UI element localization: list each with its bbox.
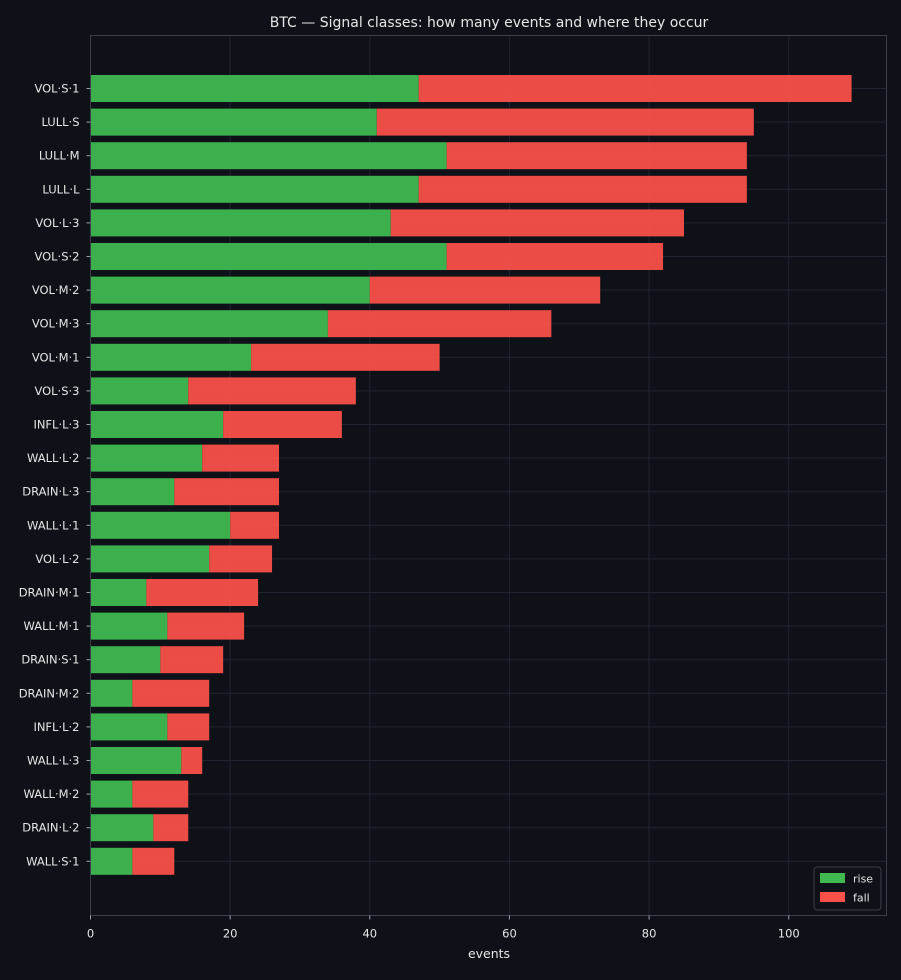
y-tick-label: DRAIN·L·2 <box>22 821 79 835</box>
y-tick-label: VOL·M·1 <box>32 350 80 364</box>
bar-fall <box>188 377 356 405</box>
bars <box>90 75 852 875</box>
bar-rise <box>90 713 168 741</box>
axes-frame <box>90 35 887 916</box>
bar-rise <box>90 646 161 674</box>
y-tick-label: WALL·L·1 <box>27 518 79 532</box>
y-tick-label: LULL·M <box>39 149 80 163</box>
bar-fall <box>202 444 280 472</box>
legend-label-fall: fall <box>853 892 870 905</box>
bar-rise <box>90 579 147 606</box>
bar-fall <box>376 108 754 136</box>
legend-swatch-fall <box>820 892 845 902</box>
bar-rise <box>90 411 224 438</box>
legend: rise fall <box>813 866 882 911</box>
y-tick-label: INFL·L·3 <box>33 418 79 432</box>
x-tick-label: 0 <box>87 927 94 941</box>
y-tick-label: VOL·M·3 <box>32 317 80 331</box>
x-axis-label: events <box>468 946 510 961</box>
bar-rise <box>90 75 419 102</box>
bar-rise <box>90 377 189 405</box>
bar-fall <box>146 579 259 606</box>
legend-swatch-rise <box>820 873 845 883</box>
x-tick-label: 40 <box>362 927 377 941</box>
y-tick-label: DRAIN·L·3 <box>22 485 79 499</box>
y-tick-label: DRAIN·M·1 <box>19 586 80 600</box>
bar-fall <box>223 411 342 438</box>
y-tick-label: VOL·S·1 <box>34 82 79 96</box>
bar-fall <box>251 343 440 371</box>
bar-rise <box>90 511 231 539</box>
bar-rise <box>90 276 370 304</box>
bar-fall <box>369 276 601 304</box>
bar-rise <box>90 343 252 371</box>
y-tick-labels: VOL·S·1 LULL·S LULL·M LULL·L VOL·L·3 VOL·S·2 V… <box>19 82 91 868</box>
x-tick-label: 100 <box>778 927 800 941</box>
bar-fall <box>418 75 852 102</box>
bar-rise <box>90 612 168 640</box>
x-tick-labels: 0 20 40 60 80 100 <box>87 915 800 941</box>
legend-label-rise: rise <box>853 873 873 886</box>
y-tick-label: VOL·L·2 <box>35 552 79 566</box>
bar-rise <box>90 847 133 875</box>
bar-rise <box>90 209 391 237</box>
x-tick-label: 80 <box>642 927 657 941</box>
y-tick-label: VOL·S·2 <box>34 250 79 264</box>
y-tick-label: WALL·L·3 <box>27 754 79 768</box>
y-tick-label: LULL·L <box>42 182 80 196</box>
bar-rise <box>90 814 154 842</box>
bar-fall <box>132 679 210 707</box>
bar-fall <box>327 310 552 338</box>
bar-rise <box>90 747 182 774</box>
bar-rise <box>90 679 133 707</box>
y-tick-label: VOL·S·3 <box>34 384 79 398</box>
bar-fall <box>446 142 747 170</box>
bar-fall <box>181 747 203 774</box>
bar-rise <box>90 478 175 506</box>
y-tick-label: WALL·M·2 <box>24 787 80 801</box>
y-tick-label: INFL·L·2 <box>33 720 79 734</box>
bar-fall <box>167 612 245 640</box>
bar-rise <box>90 780 133 808</box>
bar-fall <box>390 209 685 237</box>
bar-rise <box>90 444 203 472</box>
y-tick-label: WALL·M·1 <box>24 619 80 633</box>
y-tick-label: VOL·M·2 <box>32 283 80 297</box>
y-tick-label: WALL·S·1 <box>26 854 79 868</box>
bar-rise <box>90 175 419 203</box>
chart-title: BTC — Signal classes: how many events an… <box>270 15 709 31</box>
bar-fall <box>446 243 664 270</box>
bar-fall <box>160 646 224 674</box>
bar-fall <box>167 713 210 741</box>
bar-rise <box>90 108 377 136</box>
bar-fall <box>132 847 175 875</box>
bar-rise <box>90 545 210 573</box>
bar-rise <box>90 243 447 270</box>
bar-fall <box>132 780 189 808</box>
y-tick-label: DRAIN·M·2 <box>19 686 80 700</box>
x-tick-label: 60 <box>502 927 517 941</box>
bar-fall <box>418 175 747 203</box>
y-tick-label: DRAIN·S·1 <box>21 653 79 667</box>
bar-fall <box>174 478 280 506</box>
y-tick-label: WALL·L·2 <box>27 451 79 465</box>
y-tick-label: LULL·S <box>41 115 79 129</box>
bar-fall <box>153 814 189 842</box>
bar-rise <box>90 142 447 170</box>
bar-rise <box>90 310 328 338</box>
bar-fall <box>209 545 273 573</box>
x-tick-label: 20 <box>223 927 238 941</box>
y-tick-label: VOL·L·3 <box>35 216 79 230</box>
bar-fall <box>230 511 280 539</box>
